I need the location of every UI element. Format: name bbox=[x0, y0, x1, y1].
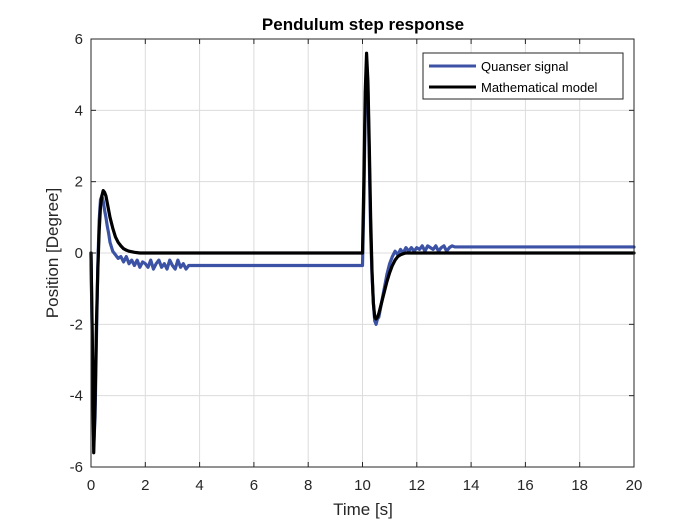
legend: Quanser signal Mathematical model bbox=[422, 52, 624, 100]
axis-ticks: 0 2 4 6 8 10 12 14 16 18 20 -6 -4 -2 0 2 4 6 bbox=[70, 31, 643, 494]
x-tick-label: 0 bbox=[87, 477, 95, 494]
x-tick-label: 12 bbox=[408, 477, 425, 494]
x-tick-label: 16 bbox=[517, 477, 534, 494]
y-tick-label: 2 bbox=[75, 174, 83, 191]
x-tick-label: 10 bbox=[354, 477, 371, 494]
data-series bbox=[89, 51, 636, 455]
x-tick-label: 6 bbox=[250, 477, 258, 494]
chart-title: Pendulum step response bbox=[262, 15, 464, 34]
y-tick-label: 4 bbox=[75, 102, 83, 119]
y-tick-label: -2 bbox=[70, 316, 83, 333]
x-tick-label: 8 bbox=[304, 477, 312, 494]
x-tick-label: 14 bbox=[463, 477, 480, 494]
y-tick-label: 0 bbox=[75, 245, 83, 262]
y-axis-label: Position [Degree] bbox=[43, 188, 62, 318]
y-tick-label: -6 bbox=[70, 459, 83, 476]
series-line-quanser-signal bbox=[89, 62, 636, 448]
x-tick-label: 20 bbox=[626, 477, 643, 494]
y-tick-label: 6 bbox=[75, 31, 83, 48]
x-tick-label: 2 bbox=[141, 477, 149, 494]
series-line-mathematical-model bbox=[89, 51, 636, 455]
legend-label-mathematical-model: Mathematical model bbox=[481, 80, 597, 95]
x-tick-label: 18 bbox=[571, 477, 588, 494]
legend-box bbox=[422, 52, 624, 100]
axes-frame bbox=[90, 38, 635, 468]
x-tick-label: 4 bbox=[195, 477, 203, 494]
y-tick-label: -4 bbox=[70, 388, 83, 405]
legend-label-quanser-signal: Quanser signal bbox=[481, 59, 569, 74]
x-axis-label: Time [s] bbox=[333, 500, 393, 519]
